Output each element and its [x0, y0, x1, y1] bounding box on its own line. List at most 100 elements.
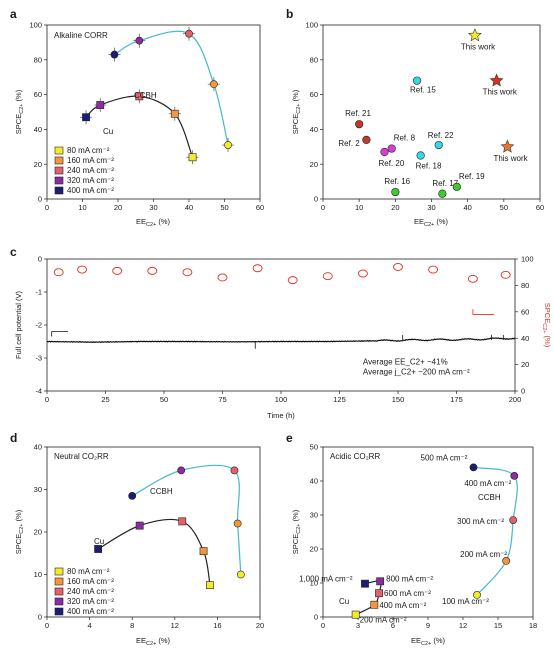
panel-a-ccbh-point	[185, 29, 193, 38]
panel-e-ccbh-point	[502, 557, 511, 565]
panel-d-y-tick-label: 10	[34, 570, 42, 579]
panel-b-ref-point	[391, 187, 400, 197]
panel-b-ref-label: Ref. 19	[459, 172, 485, 181]
panel-a-legend-label: 160 mA cm⁻²	[67, 156, 114, 165]
panel-b-ref-label: Ref. 22	[428, 131, 454, 140]
panel-d-ccbh-curve	[131, 464, 242, 575]
panel-e-ccbh-point	[510, 471, 519, 480]
panel-c-y2-tick-label: 60	[521, 307, 529, 316]
panel-b-ref-label: Ref. 17	[432, 179, 458, 188]
panel-a-ccbh-label: CCBH	[134, 91, 157, 100]
panel-b-this-work-star	[467, 28, 482, 42]
panel-e-cu-point-label: 400 mA cm⁻²	[379, 601, 426, 610]
panel-b-letter: b	[286, 7, 293, 21]
panel-b-ref-point	[412, 76, 422, 85]
panel-a-legend-swatch	[54, 166, 64, 175]
panel-e-ylabel: SPCEC2+ (%)	[291, 509, 302, 554]
panel-a-y-tick-label: 60	[34, 90, 42, 99]
panel-b-ref-label: Ref. 21	[345, 109, 371, 118]
panel-c-x-tick-label: 150	[392, 395, 405, 404]
panel-d-ccbh-point	[177, 466, 186, 475]
panel-e-y-tick-label: 0	[314, 613, 318, 622]
panel-d-legend-swatch	[54, 577, 64, 586]
panel-e-cu-point	[375, 589, 383, 598]
panel-d-cu-point	[178, 517, 187, 526]
panel-b-y-tick-label: 20	[310, 160, 318, 169]
panel-c-y-tick-label: -3	[35, 354, 42, 363]
panel-a-x-tick-label: 50	[220, 203, 228, 212]
panel-b-this-work-star	[489, 73, 504, 87]
panel-d-legend-label: 320 mA cm⁻²	[67, 597, 114, 606]
panel-a-legend-swatch	[54, 146, 64, 155]
panel-c-y-tick-label: -1	[35, 288, 42, 297]
panel-d-x-tick-label: 16	[213, 621, 221, 630]
panel-a-legend-swatch	[54, 176, 64, 185]
panel-c-x-tick-label: 50	[160, 395, 168, 404]
panel-a-y-tick-label: 100	[29, 21, 42, 30]
panel-e-cu-point-label: 200 mA cm⁻²	[360, 616, 407, 625]
panel-e-x-tick-label: 18	[529, 621, 537, 630]
panel-c-spce-marker	[467, 274, 478, 283]
panel-c-letter: c	[10, 245, 17, 259]
panel-e-cu-point-label: 600 mA cm⁻²	[384, 589, 431, 598]
panel-d-cu-curve	[97, 518, 211, 586]
panel-b-ref-label: Ref. 2	[338, 139, 360, 148]
panel-e-cu-point	[351, 610, 360, 619]
panel-d-y-tick-label: 0	[38, 613, 42, 622]
panel-c-spce-marker	[147, 266, 158, 275]
panel-a-x-tick-label: 30	[149, 203, 157, 212]
panel-c-xlabel: Time (h)	[267, 411, 295, 420]
panel-c-spce-marker	[252, 264, 263, 273]
panel-c-y2-tick-label: 100	[521, 255, 534, 264]
panel-a-cu-point	[170, 109, 179, 118]
panel-d-ccbh-point	[236, 570, 245, 579]
panel-e-cu-point	[376, 577, 385, 586]
panel-c-y2-tick-label: 0	[521, 387, 525, 396]
panel-e-ccbh-point-label: 500 mA cm⁻²	[421, 453, 468, 462]
panel-d-ccbh-point	[233, 519, 242, 528]
panel-c-y2-tick-label: 40	[521, 334, 529, 343]
panel-a-legend-swatch	[54, 186, 64, 195]
panel-d-ccbh-label: CCBH	[150, 487, 173, 496]
panel-b-ref-point	[416, 151, 425, 160]
panel-a-x-tick-label: 0	[45, 203, 49, 212]
panel-a-y-tick-label: 0	[38, 195, 42, 204]
panel-c-right-axis-arrow	[472, 309, 494, 315]
panel-e-x-tick-label: 12	[459, 621, 467, 630]
panel-a-ccbh-curve	[114, 30, 229, 146]
panel-c-spce-marker	[53, 268, 64, 277]
panel-e-letter: e	[286, 431, 293, 445]
panel-e-ccbh-point	[509, 516, 518, 524]
panel-e-x-tick-label: 15	[494, 621, 502, 630]
panel-a-ccbh-point	[224, 141, 232, 149]
panel-a-cu-point	[82, 113, 90, 122]
panel-b-ref-point	[387, 144, 396, 153]
panel-e-cu-label: Cu	[339, 597, 349, 606]
panel-c-x-tick-label: 125	[333, 395, 346, 404]
panel-c-left-axis-arrow	[51, 331, 69, 337]
panel-d-legend-label: 80 mA cm⁻²	[67, 567, 110, 576]
panel-d-x-tick-label: 20	[256, 621, 264, 630]
panel-a-ccbh-point	[110, 50, 119, 59]
panel-c-spce-marker	[393, 262, 403, 271]
panel-d-y-tick-label: 40	[34, 443, 42, 452]
panel-a-x-tick-label: 20	[114, 203, 122, 212]
panel-a-x-tick-label: 10	[78, 203, 86, 212]
panel-b-x-tick-label: 10	[355, 203, 363, 212]
panel-c-y-tick-label: -4	[35, 387, 42, 396]
panel-c-spce-marker	[112, 266, 123, 275]
panel-d-legend-label: 160 mA cm⁻²	[67, 577, 114, 586]
panel-d-xlabel: EEC2+ (%)	[136, 636, 171, 647]
panel-a-x-tick-label: 40	[185, 203, 193, 212]
panel-e-cu-point-label: 1,000 mA cm⁻²	[299, 575, 353, 584]
panel-b-this-work-label: This work	[493, 154, 528, 163]
panel-d-x-tick-label: 8	[130, 621, 134, 630]
panel-a-xlabel: EEC2+ (%)	[136, 217, 171, 228]
panel-b-ref-point	[362, 135, 371, 144]
panel-d-cu-point	[135, 521, 144, 530]
panel-e-title: Acidic CO₂RR	[330, 452, 380, 461]
panel-b-ref-point	[434, 140, 443, 150]
panel-c-y-tick-label: -2	[35, 321, 42, 330]
panel-c-x-tick-label: 175	[450, 395, 463, 404]
panel-e-ccbh-label: CCBH	[478, 493, 501, 502]
